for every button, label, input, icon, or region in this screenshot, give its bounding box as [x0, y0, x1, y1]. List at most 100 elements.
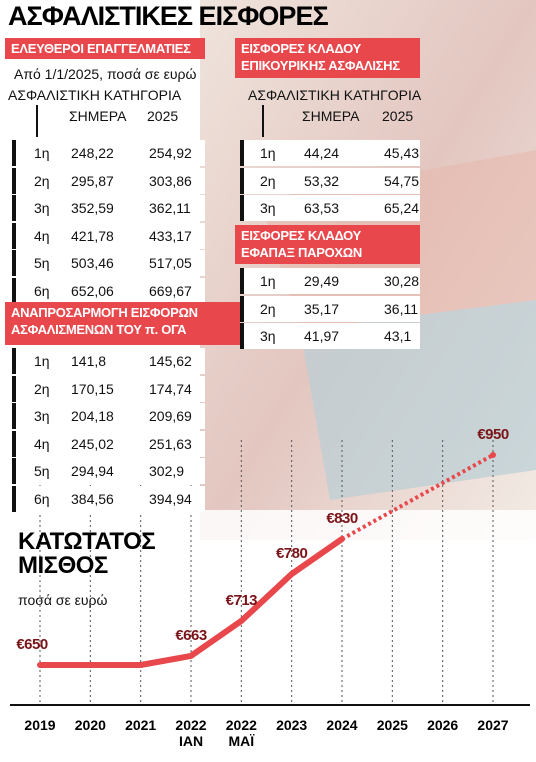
table-cell: 43,1 [384, 328, 412, 344]
x-tick-label: 2020 [74, 717, 106, 733]
column-header: ΣΗΜΕΡΑ [69, 108, 127, 124]
table-cell: 248,22 [71, 145, 114, 161]
value-label: €663 [175, 627, 207, 644]
row-label: 1η [260, 145, 276, 161]
table-row: 4η 421,78 433,17 [12, 222, 205, 249]
table-cell: 294,94 [71, 463, 114, 479]
banknote [300, 300, 536, 500]
value-label: €830 [326, 510, 358, 527]
table-cell: 54,75 [384, 172, 420, 189]
row-label: 5η [34, 463, 50, 479]
table-cell: 53,32 [304, 172, 340, 189]
value-label: €950 [477, 426, 509, 443]
value-label: €713 [226, 592, 258, 609]
table-row: 5η 503,46 517,05 [12, 250, 205, 276]
page-title: ΑΣΦΑΛΙΣΤΙΚΕΣ ΕΙΣΦΟΡΕΣ [8, 1, 328, 31]
table-row: 3η 352,59 362,11 [12, 195, 205, 221]
x-tick-label: 2019 [24, 717, 56, 733]
x-tick-label: 2023 [276, 717, 308, 733]
table-cell: 174,74 [149, 380, 192, 397]
value-label: €780 [276, 545, 308, 562]
row-label: 2η [260, 172, 276, 189]
table-cell: 352,59 [71, 200, 114, 216]
row-label: 2η [34, 380, 50, 397]
chart-subtitle: ποσά σε ευρώ [18, 592, 108, 608]
table-row: 4η 245,02 251,63 [12, 430, 205, 457]
table-cell: 254,92 [149, 145, 192, 161]
x-tick-label: 2025 [376, 717, 408, 733]
table-cell: 45,43 [384, 145, 420, 161]
chart-panel [0, 510, 536, 762]
table-cell: 394,94 [149, 490, 192, 507]
row-label: 3η [34, 408, 50, 424]
row-label: 2η [34, 172, 50, 189]
table-row: 1η 44,24 45,43 [240, 140, 420, 166]
row-label: 5η [34, 255, 50, 271]
column-header: ΣΗΜΕΡΑ [302, 108, 360, 124]
x-tick-label: 2022 ΜΑΪ [225, 717, 257, 749]
table-cell: 303,86 [149, 172, 192, 189]
table-row: 3η 204,18 209,69 [12, 403, 205, 429]
table-row: 2η 170,15 174,74 [12, 375, 205, 402]
table-cell: 251,63 [149, 435, 192, 452]
table-cell: 30,28 [384, 273, 420, 289]
row-label: 1η [34, 353, 50, 369]
row-label: 1η [260, 273, 276, 289]
table-cell: 302,9 [149, 463, 185, 479]
value-label: €650 [16, 636, 48, 653]
line [37, 452, 496, 668]
table-caption: ΑΣΦΑΛΙΣΤΙΚΗ ΚΑΤΗΓΟΡΙΑ [248, 87, 422, 103]
table-cell: 669,67 [149, 282, 192, 299]
table-row: 2η 53,32 54,75 [240, 167, 420, 194]
row-label: 6η [34, 282, 50, 299]
table-cell: 517,05 [149, 255, 192, 271]
table-cell: 245,02 [71, 435, 114, 452]
table-cell: 433,17 [149, 227, 192, 244]
table-cell: 421,78 [71, 227, 114, 244]
table-row: 6η 652,06 669,67 [12, 277, 205, 304]
table-cell: 362,11 [149, 200, 191, 216]
table-cell: 170,15 [71, 380, 114, 397]
table-cell: 63,53 [304, 200, 340, 216]
projection-line [341, 453, 494, 541]
table-row: 1η 141,8 145,62 [12, 348, 205, 374]
row-label: 4η [34, 227, 50, 244]
x-tick-label: 2022 ΙΑΝ [175, 717, 207, 749]
table-row: 2η 295,87 303,86 [12, 167, 205, 194]
table-title: ΑΝΑΠΡΟΣΑΡΜΟΓΗ ΕΙΣΦΟΡΩΝ ΑΣΦΑΛΙΣΜΕΝΩΝ ΤΟΥ … [5, 302, 240, 345]
table-caption: ΑΣΦΑΛΙΣΤΙΚΗ ΚΑΤΗΓΟΡΙΑ [8, 87, 182, 103]
x-tick-label: 2024 [326, 717, 358, 733]
table-cell: 35,17 [304, 300, 340, 317]
table-row: 1η 248,22 254,92 [12, 140, 205, 166]
table-note: Από 1/1/2025, ποσά σε ευρώ [14, 66, 197, 82]
table-cell: 65,24 [384, 200, 420, 216]
table-cell: 209,69 [149, 408, 192, 424]
table-row: 2η 35,17 36,11 [240, 295, 420, 322]
table-cell: 141,8 [71, 353, 107, 369]
table-cell: 384,56 [71, 490, 114, 507]
table-title: ΕΛΕΥΘΕΡΟΙ ΕΠΑΓΓΕΛΜΑΤΙΕΣ [5, 38, 205, 59]
row-label: 4η [34, 435, 50, 452]
row-label: 3η [34, 200, 50, 216]
row-label: 3η [260, 200, 276, 216]
row-label: 2η [260, 300, 276, 317]
row-label: 1η [34, 145, 50, 161]
chart-title: ΚΑΤΩΤΑΤΟΣ ΜΙΣΘΟΣ [18, 528, 156, 579]
table-cell: 29,49 [304, 273, 340, 289]
x-tick-label: 2027 [477, 717, 509, 733]
column-header: 2025 [147, 108, 179, 124]
table-row: 3η 41,97 43,1 [240, 323, 420, 349]
table-cell: 295,87 [71, 172, 114, 189]
table-row: 3η 63,53 65,24 [240, 195, 420, 221]
table-row: 6η 384,56 394,94 [12, 485, 205, 512]
table-cell: 44,24 [304, 145, 340, 161]
table-cell: 145,62 [149, 353, 192, 369]
table-cell: 503,46 [71, 255, 114, 271]
table-row: 1η 29,49 30,28 [240, 268, 420, 294]
table-cell: 41,97 [304, 328, 340, 344]
table-title: ΕΙΣΦΟΡΕΣ ΚΛΑΔΟΥ ΕΦΑΠΑΞ ΠΑΡΟΧΩΝ [235, 225, 420, 264]
x-tick-label: 2021 [125, 717, 157, 733]
table-cell: 652,06 [71, 282, 114, 299]
caption-bar [262, 105, 264, 137]
